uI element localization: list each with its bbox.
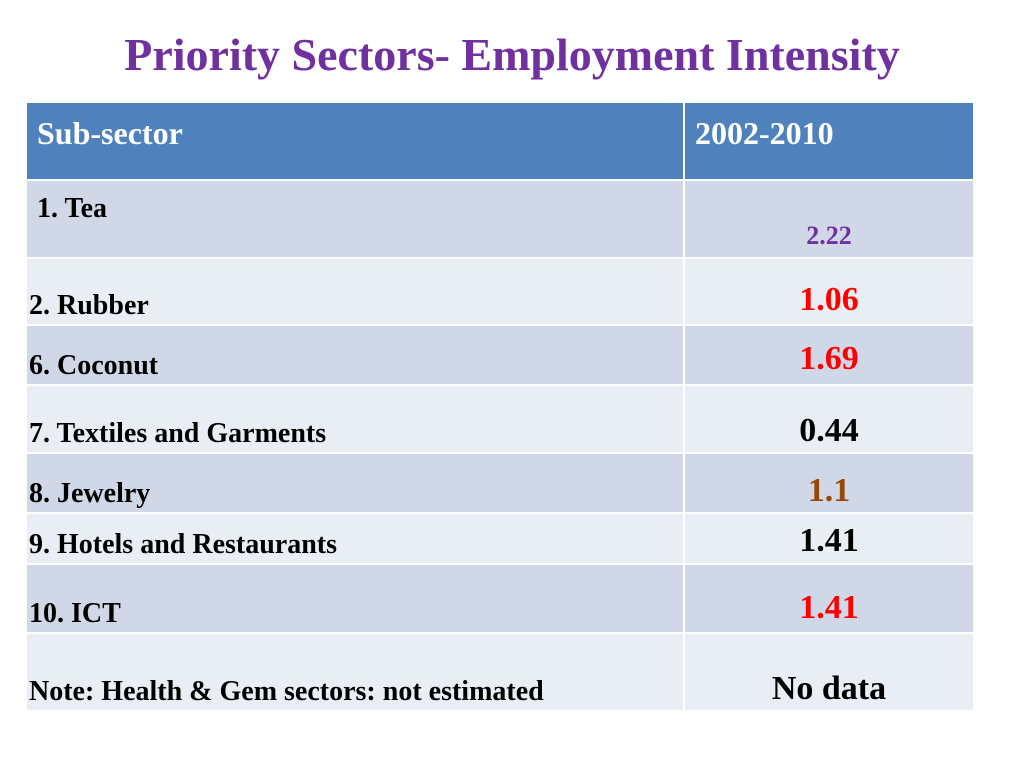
slide-title: Priority Sectors- Employment Intensity xyxy=(124,29,900,80)
row-value: 1.41 xyxy=(683,563,975,634)
row-value: 1.69 xyxy=(683,324,975,386)
row-label: 10. ICT xyxy=(25,563,685,634)
table-row: 6. Coconut 1.69 xyxy=(25,324,975,386)
table-row: 1. Tea 2.22 xyxy=(25,179,975,259)
row-label: 6. Coconut xyxy=(25,324,685,386)
table-row: Note: Health & Gem sectors: not estimate… xyxy=(25,632,975,712)
header-period: 2002-2010 xyxy=(683,101,975,181)
row-label: 2. Rubber xyxy=(25,257,685,326)
row-label: 7. Textiles and Garments xyxy=(25,384,685,454)
employment-intensity-table: Sub-sector 2002-2010 1. Tea 2.22 2. Rubb… xyxy=(25,101,975,712)
row-value: 1.1 xyxy=(683,452,975,514)
header-sub-sector: Sub-sector xyxy=(25,101,685,181)
table-row: 8. Jewelry 1.1 xyxy=(25,452,975,514)
table-row: 9. Hotels and Restaurants 1.41 xyxy=(25,512,975,565)
row-value: 1.41 xyxy=(683,512,975,565)
table-row: 2. Rubber 1.06 xyxy=(25,257,975,326)
row-label: 8. Jewelry xyxy=(25,452,685,514)
row-label: 9. Hotels and Restaurants xyxy=(25,512,685,565)
table-header-row: Sub-sector 2002-2010 xyxy=(25,101,975,181)
table-row: 10. ICT 1.41 xyxy=(25,563,975,634)
row-value: 0.44 xyxy=(683,384,975,454)
row-value: 2.22 xyxy=(683,179,975,259)
row-value: No data xyxy=(683,632,975,712)
row-value: 1.06 xyxy=(683,257,975,326)
table-row: 7. Textiles and Garments 0.44 xyxy=(25,384,975,454)
row-label: 1. Tea xyxy=(25,179,685,259)
row-label: Note: Health & Gem sectors: not estimate… xyxy=(25,632,685,712)
